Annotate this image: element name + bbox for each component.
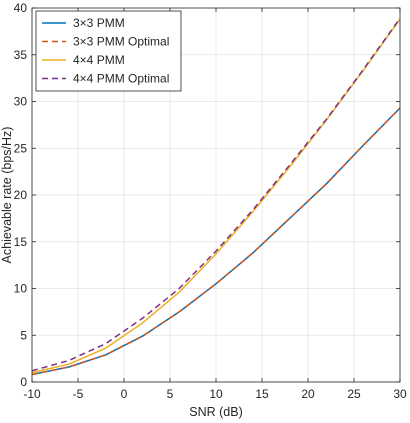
x-tick-label: 10	[209, 387, 223, 401]
legend-box	[35, 10, 182, 92]
x-tick-label: 5	[167, 387, 174, 401]
legend-label-1: 3×3 PMM	[73, 16, 125, 30]
x-tick-label: -10	[23, 387, 41, 401]
y-tick-label: 35	[14, 48, 28, 62]
y-tick-label: 30	[14, 95, 28, 109]
legend-label-4: 4×4 PMM Optimal	[73, 72, 169, 86]
y-tick-label: 15	[14, 235, 28, 249]
x-axis-label: SNR (dB)	[189, 405, 242, 419]
x-tick-label: -5	[73, 387, 84, 401]
axis-ticks: -10 -5 0 5 10 15 20 25 30 0 5 10 15 20 25 30 35 40	[14, 1, 407, 401]
series-lines	[31, 17, 401, 376]
x-tick-label: 25	[347, 387, 361, 401]
x-tick-label: 15	[255, 387, 269, 401]
legend-label-2: 3×3 PMM Optimal	[73, 35, 169, 49]
y-tick-label: 10	[14, 282, 28, 296]
y-tick-label: 20	[14, 188, 28, 202]
y-tick-label: 5	[20, 328, 27, 342]
legend: 3×3 PMM 3×3 PMM Optimal 4×4 PMM 4×4 PMM Opt…	[35, 10, 182, 92]
x-tick-label: 0	[121, 387, 128, 401]
x-tick-label: 30	[393, 387, 407, 401]
y-tick-label: 25	[14, 141, 28, 155]
legend-label-3: 4×4 PMM	[73, 53, 125, 67]
y-tick-label: 0	[20, 375, 27, 389]
x-tick-label: 20	[301, 387, 315, 401]
y-axis-label: Achievable rate (bps/Hz)	[0, 127, 14, 264]
y-tick-label: 40	[14, 1, 28, 15]
series-line-4	[31, 17, 401, 372]
series-line-2	[31, 107, 401, 376]
